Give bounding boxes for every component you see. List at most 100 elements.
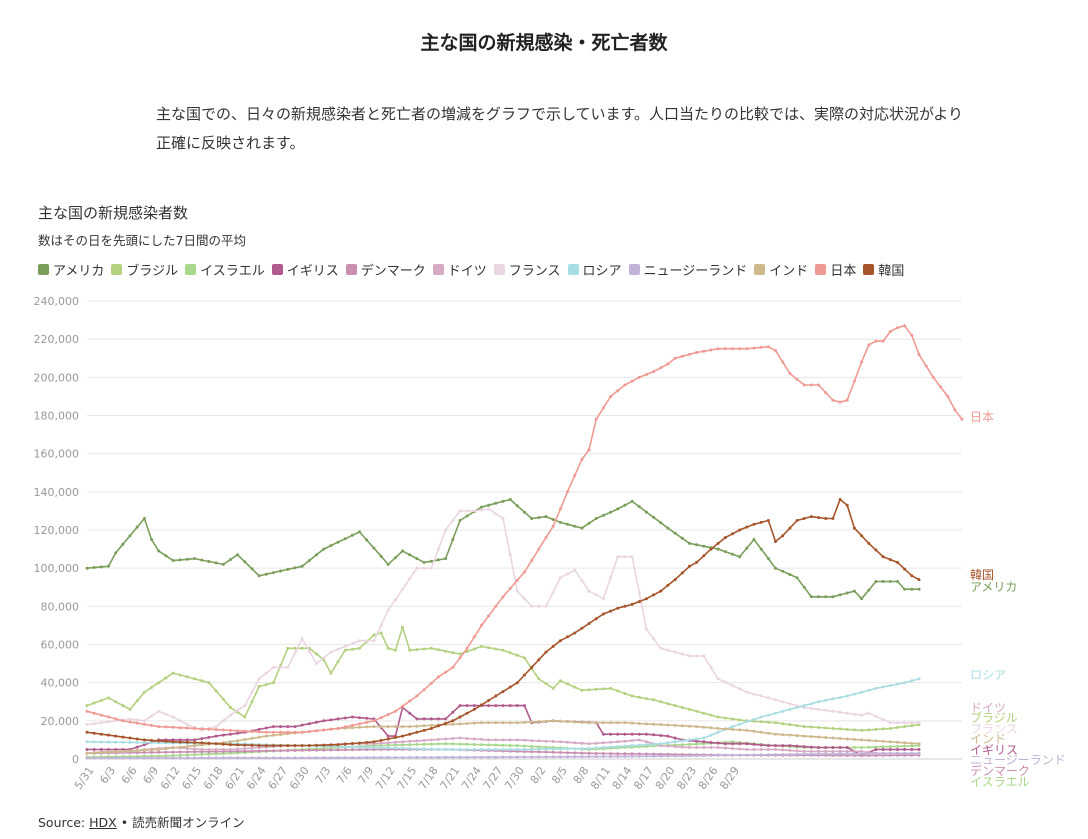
legend-item[interactable]: ニュージーランド xyxy=(628,260,747,279)
data-point xyxy=(178,558,182,562)
data-point xyxy=(465,742,469,746)
data-point xyxy=(200,558,204,562)
data-point xyxy=(716,730,720,734)
data-point xyxy=(178,738,182,742)
data-point xyxy=(838,710,842,714)
data-point xyxy=(845,737,849,741)
legend-item[interactable]: ブラジル xyxy=(111,260,178,279)
y-tick-label: 200,000 xyxy=(34,371,80,384)
data-point xyxy=(831,398,835,402)
data-point xyxy=(343,748,347,752)
data-point xyxy=(759,720,763,724)
data-point xyxy=(393,648,397,652)
data-point xyxy=(774,349,777,353)
data-point xyxy=(494,647,498,651)
data-point xyxy=(609,755,613,758)
data-point xyxy=(788,723,792,727)
series-line xyxy=(86,508,919,732)
data-point xyxy=(731,684,734,687)
data-point xyxy=(214,689,218,693)
legend-item[interactable]: ロシア xyxy=(567,260,622,279)
legend-label: ドイツ xyxy=(447,264,487,279)
data-point xyxy=(630,379,634,383)
data-point xyxy=(358,646,361,650)
data-point xyxy=(164,554,168,558)
data-point xyxy=(558,755,562,759)
data-point xyxy=(888,748,892,751)
legend-item[interactable]: デンマーク xyxy=(345,260,426,279)
data-point xyxy=(831,697,835,701)
data-point xyxy=(673,745,677,749)
data-point xyxy=(731,552,734,556)
data-point xyxy=(300,723,304,727)
data-point xyxy=(458,736,462,740)
data-point xyxy=(150,741,153,745)
data-point xyxy=(480,508,483,512)
source-link-hdx[interactable]: HDX xyxy=(89,815,117,830)
data-point xyxy=(852,589,856,593)
data-point xyxy=(637,375,641,379)
data-point xyxy=(236,756,240,760)
data-point xyxy=(329,544,333,548)
data-point xyxy=(85,740,89,744)
data-point xyxy=(860,728,864,732)
data-point xyxy=(164,754,168,758)
series-end-label: インド xyxy=(970,732,1006,746)
data-point xyxy=(573,751,577,755)
data-point xyxy=(824,749,828,753)
data-point xyxy=(680,706,684,709)
legend-item[interactable]: 韓国 xyxy=(863,260,904,279)
y-tick-label: 240,000 xyxy=(34,295,80,308)
data-point xyxy=(171,715,175,719)
legend-item[interactable]: ドイツ xyxy=(432,260,487,279)
data-point xyxy=(867,343,871,347)
legend-item[interactable]: アメリカ xyxy=(38,260,104,279)
data-point xyxy=(616,555,620,559)
data-point xyxy=(508,553,512,557)
legend-item[interactable]: フランス xyxy=(493,260,561,279)
data-point xyxy=(236,743,240,747)
data-point xyxy=(523,704,526,708)
legend-item[interactable]: 日本 xyxy=(815,260,856,279)
data-point xyxy=(623,555,627,559)
data-point xyxy=(537,547,541,551)
data-point xyxy=(343,716,347,720)
data-point xyxy=(451,519,455,522)
data-point xyxy=(860,360,864,364)
data-point xyxy=(350,715,354,719)
data-point xyxy=(372,639,376,643)
data-point xyxy=(157,725,161,729)
data-point xyxy=(766,731,770,735)
data-point xyxy=(185,738,189,742)
data-point xyxy=(264,730,268,734)
legend-item[interactable]: イスラエル xyxy=(185,260,265,279)
data-point xyxy=(200,750,204,754)
data-point xyxy=(142,756,146,760)
data-point xyxy=(766,744,770,748)
data-point xyxy=(472,647,476,651)
data-point xyxy=(408,747,412,750)
data-point xyxy=(666,648,670,652)
data-point xyxy=(809,749,813,753)
data-point xyxy=(221,719,225,723)
legend-item[interactable]: イギリス xyxy=(271,260,339,279)
legend-item[interactable]: インド xyxy=(754,260,808,279)
data-point xyxy=(774,744,777,748)
data-point xyxy=(537,658,541,662)
data-point xyxy=(896,560,899,564)
data-point xyxy=(185,557,189,561)
data-point xyxy=(845,694,849,698)
data-point xyxy=(465,509,469,513)
data-point xyxy=(766,519,770,522)
data-point xyxy=(759,753,763,757)
data-point xyxy=(551,719,555,723)
data-point xyxy=(738,742,742,746)
legend-swatch xyxy=(271,264,283,275)
data-point xyxy=(558,751,562,754)
data-point xyxy=(85,756,89,760)
data-point xyxy=(781,744,785,748)
data-point xyxy=(243,743,247,747)
legend-label: 日本 xyxy=(830,264,857,279)
data-point xyxy=(573,568,577,572)
data-point xyxy=(329,748,333,752)
